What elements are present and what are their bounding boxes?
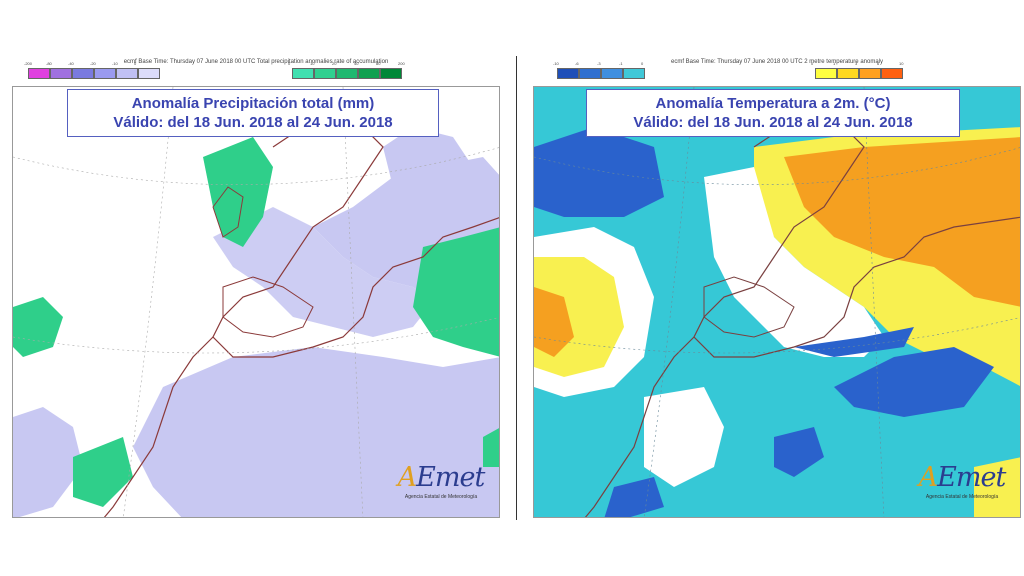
temp-legend-pos-tick: 6: [877, 61, 880, 66]
precip-legend-pos-swatch: [358, 68, 380, 79]
temp-title-line1: Anomalía Temperatura a 2m. (°C): [655, 95, 891, 112]
precip-legend-neg-swatch: [72, 68, 94, 79]
logo-a: A: [397, 462, 417, 493]
temp-legend-neg-swatch: [579, 68, 601, 79]
precip-legend-pos-tick: 200: [398, 61, 405, 66]
precip-title-line2: Válido: del 18 Jun. 2018 al 24 Jun. 2018: [113, 114, 393, 131]
temp-legend-neg-tick: -6: [575, 61, 579, 66]
precip-legend-pos-ticks: 0 10 20 40 80 200: [288, 61, 420, 67]
temp-legend-neg-ticks: -10 -6 -3 -1 0: [553, 61, 663, 67]
logo-a: A: [918, 462, 938, 493]
precip-map: Anomalía Precipitación total (mm) Válido…: [12, 86, 500, 518]
precip-legend-neg-tick: 0: [134, 61, 137, 66]
logo-subtitle: Agencia Estatal de Meteorología: [404, 494, 478, 500]
temp-legend-pos-tick: 3: [855, 61, 858, 66]
precip-legend-pos-swatch: [292, 68, 314, 79]
precip-legend-neg-tick: -40: [68, 61, 74, 66]
temp-legend-neg-swatch: [557, 68, 579, 79]
precip-legend-neg-ticks: -200 -80 -40 -20 -10 0: [24, 61, 156, 67]
logo-rest: Emet: [416, 462, 485, 493]
aemet-logo: AEmet Agencia Estatal de Meteorología: [914, 463, 1010, 509]
temp-legend-pos-tick: 1: [833, 61, 836, 66]
temp-map: Anomalía Temperatura a 2m. (°C) Válido: …: [533, 86, 1021, 518]
precip-legend-pos-swatch: [336, 68, 358, 79]
logo-rest: Emet: [937, 462, 1006, 493]
precip-legend-pos-swatch: [314, 68, 336, 79]
precip-legend-neg-tick: -10: [112, 61, 118, 66]
precip-legend-pos-tick: 10: [310, 61, 315, 66]
precip-legend-neg-swatch: [50, 68, 72, 79]
temp-legend-neg-tick: -3: [597, 61, 601, 66]
precip-legend-neg-tick: -20: [90, 61, 96, 66]
temp-header: ecmf Base Time: Thursday 07 June 2018 00…: [671, 59, 883, 65]
temp-legend-pos-swatch: [881, 68, 903, 79]
precip-legend-neg-tick: -200: [24, 61, 33, 66]
aemet-logo: AEmet Agencia Estatal de Meteorología: [393, 463, 489, 509]
panel-divider: [516, 56, 517, 520]
temp-title: Anomalía Temperatura a 2m. (°C) Válido: …: [586, 89, 960, 137]
precip-title: Anomalía Precipitación total (mm) Válido…: [67, 89, 439, 137]
temp-legend-neg-tick: 0: [641, 61, 644, 66]
temp-legend-pos-swatch: [815, 68, 837, 79]
precip-legend-pos-tick: 0: [288, 61, 291, 66]
precip-map-svg: [13, 87, 499, 517]
precip-legend-negative: -200 -80 -40 -20 -10 0: [24, 61, 160, 79]
precip-legend-neg-swatch: [138, 68, 160, 79]
precip-legend-neg-swatch: [116, 68, 138, 79]
precip-legend-pos-tick: 20: [332, 61, 337, 66]
temp-legend-pos-tick: 0: [811, 61, 814, 66]
temp-legend-neg-tick: -10: [553, 61, 559, 66]
temp-map-svg: [534, 87, 1020, 517]
precip-title-line1: Anomalía Precipitación total (mm): [131, 95, 375, 112]
precip-legend-positive: 0 10 20 40 80 200: [288, 61, 405, 79]
precip-legend-neg-tick: -80: [46, 61, 52, 66]
temp-legend-negative: -10 -6 -3 -1 0: [553, 61, 645, 79]
temp-legend-pos-ticks: 0 1 3 6 10: [811, 61, 921, 67]
temp-title-line2: Válido: del 18 Jun. 2018 al 24 Jun. 2018: [633, 114, 913, 131]
precip-legend-pos-swatch: [380, 68, 402, 79]
temp-legend-positive: 0 1 3 6 10: [811, 61, 903, 79]
temp-legend-pos-swatch: [859, 68, 881, 79]
temp-legend-neg-swatch: [623, 68, 645, 79]
precip-legend-neg-swatch: [28, 68, 50, 79]
temp-legend-pos-swatch: [837, 68, 859, 79]
precip-legend-pos-tick: 80: [376, 61, 381, 66]
precip-legend-pos-tick: 40: [354, 61, 359, 66]
temp-legend-pos-tick: 10: [899, 61, 904, 66]
temp-legend-neg-swatch: [601, 68, 623, 79]
logo-subtitle: Agencia Estatal de Meteorología: [925, 494, 999, 500]
temperature-anomaly-panel: ecmf Base Time: Thursday 07 June 2018 00…: [533, 56, 1021, 518]
precipitation-anomaly-panel: ecmf Base Time: Thursday 07 June 2018 00…: [12, 56, 500, 518]
temp-legend-neg-tick: -1: [619, 61, 623, 66]
precip-header: ecmf Base Time: Thursday 07 June 2018 00…: [123, 59, 389, 65]
precip-legend-neg-swatch: [94, 68, 116, 79]
